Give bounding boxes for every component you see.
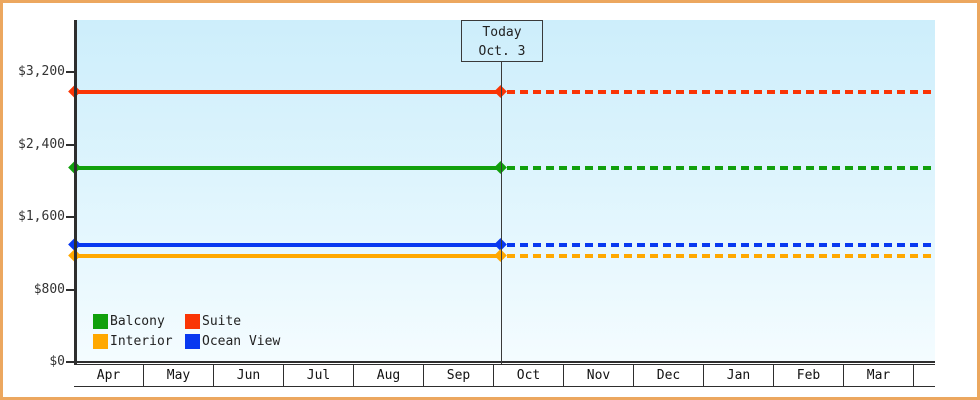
month-cell-dec: Dec xyxy=(634,365,704,386)
month-cell-jun: Jun xyxy=(214,365,284,386)
month-cell-jan: Jan xyxy=(704,365,774,386)
month-cell-oct: Oct xyxy=(494,365,564,386)
month-cell-apr: Apr xyxy=(74,365,144,386)
month-cell-sep: Sep xyxy=(424,365,494,386)
y-tick-label: $2,400 xyxy=(18,136,65,152)
legend-swatch-icon xyxy=(93,314,108,329)
month-cell-aug: Aug xyxy=(354,365,424,386)
series-line-dashed-balcony xyxy=(507,166,935,170)
y-tick-label: $800 xyxy=(33,281,65,297)
y-tick-mark xyxy=(66,361,75,363)
legend-swatch-icon xyxy=(93,334,108,349)
month-cell-nov: Nov xyxy=(564,365,634,386)
y-tick-label: $0 xyxy=(49,354,65,369)
series-line-dashed-suite xyxy=(507,90,935,94)
series-line-dashed-interior xyxy=(507,254,935,258)
y-tick-mark xyxy=(66,216,75,218)
month-cell-mar: Mar xyxy=(844,365,914,386)
today-date-label: Oct. 3 xyxy=(478,44,526,59)
legend-item-ocean-view: Ocean View xyxy=(185,334,280,349)
today-label: Today xyxy=(482,25,522,40)
today-annotation-box: Today Oct. 3 xyxy=(461,20,543,62)
y-tick-mark xyxy=(66,71,75,73)
month-cell-jul: Jul xyxy=(284,365,354,386)
legend-swatch-icon xyxy=(185,334,200,349)
y-axis-line xyxy=(74,20,77,387)
month-cell-may: May xyxy=(144,365,214,386)
series-line-solid-interior xyxy=(77,254,501,258)
legend-item-balcony: Balcony xyxy=(93,314,185,329)
series-line-solid-balcony xyxy=(77,166,501,170)
y-tick-mark xyxy=(66,143,75,146)
y-tick-label: $3,200 xyxy=(18,64,65,79)
y-tick-mark xyxy=(66,288,75,291)
x-axis-line xyxy=(74,361,935,363)
legend-label: Suite xyxy=(202,314,242,329)
series-line-solid-suite xyxy=(77,90,501,94)
legend-item-interior: Interior xyxy=(93,334,185,349)
legend-label: Balcony xyxy=(110,314,165,329)
legend: Balcony Suite Interior Ocean View xyxy=(93,314,280,349)
month-cell-feb: Feb xyxy=(774,365,844,386)
legend-swatch-icon xyxy=(185,314,200,329)
series-line-dashed-ocean-view xyxy=(507,243,935,247)
today-marker-line xyxy=(501,62,502,365)
plot-area xyxy=(77,20,935,361)
y-tick-label: $1,600 xyxy=(18,209,65,224)
month-cell-filler xyxy=(914,365,935,386)
series-line-solid-ocean-view xyxy=(77,243,501,247)
legend-label: Ocean View xyxy=(202,334,281,349)
x-axis-month-band: Apr May Jun Jul Aug Sep Oct Nov Dec Jan Feb Mar xyxy=(74,364,935,387)
legend-item-suite: Suite xyxy=(185,314,280,329)
legend-label: Interior xyxy=(110,334,173,349)
